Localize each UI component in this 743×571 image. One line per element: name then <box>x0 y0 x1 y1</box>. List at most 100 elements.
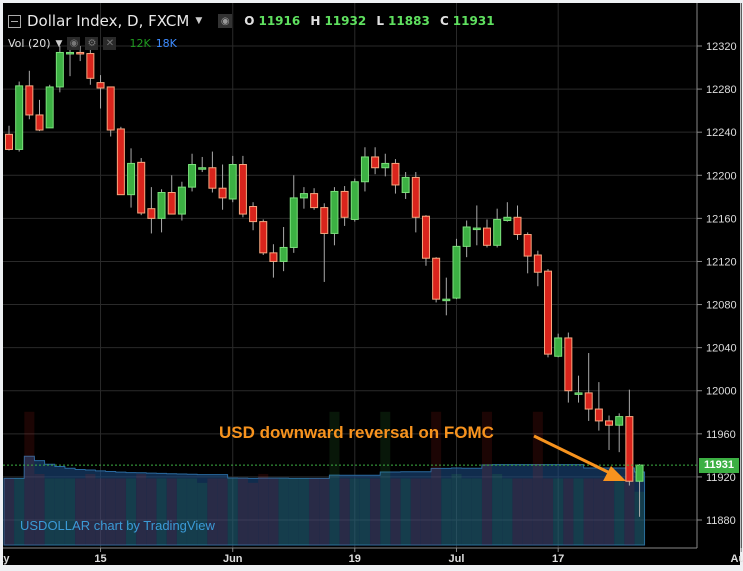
candle <box>360 147 369 192</box>
volume-bar <box>593 478 604 545</box>
candle-body <box>259 221 268 254</box>
collapse-icon[interactable] <box>8 14 21 28</box>
candle <box>421 215 430 266</box>
candle <box>594 382 603 431</box>
volume-bar <box>146 478 157 545</box>
legend-title-row: Dollar Index, D, FXCM ▼ ◉ O 11916 H 11932 … <box>8 12 501 30</box>
y-tick-label: 12000 <box>706 386 737 398</box>
volume-bar <box>187 478 198 545</box>
volume-bar <box>136 473 147 545</box>
symbol-title[interactable]: Dollar Index, D, FXCM <box>27 12 190 30</box>
candle <box>25 70 34 120</box>
high-label: H <box>310 14 321 28</box>
y-tick-label: 12080 <box>706 300 737 312</box>
candle <box>391 159 400 194</box>
candle-body <box>615 416 624 426</box>
candle-body <box>472 227 481 231</box>
volume-bar <box>288 478 299 545</box>
candle <box>299 187 308 209</box>
candle-body <box>452 245 461 299</box>
chevron-down-icon[interactable]: ▼ <box>195 16 203 26</box>
candle-body <box>350 181 359 220</box>
candle-body <box>421 215 430 259</box>
volume-bar <box>115 478 126 545</box>
candle-body <box>76 51 85 55</box>
candle <box>462 220 471 258</box>
candle-body <box>493 218 502 246</box>
candle-body <box>554 337 563 357</box>
candle <box>208 151 217 193</box>
annotation-text: USD downward reversal on FOMC <box>219 423 494 442</box>
x-tick-label: 19 <box>349 553 361 565</box>
candle-body <box>391 162 400 186</box>
volume-bar <box>573 478 584 545</box>
open-value: 11916 <box>258 14 301 28</box>
candle <box>340 186 349 226</box>
x-tick-label: 15 <box>94 553 106 565</box>
left-edge <box>0 0 3 571</box>
volume-bar <box>278 478 289 545</box>
candle-body <box>310 193 319 209</box>
candle <box>96 75 105 109</box>
volume-bar <box>95 478 106 545</box>
candle-body <box>188 164 197 188</box>
volume-bar <box>614 478 625 545</box>
candle <box>157 189 166 233</box>
volume-bar <box>624 478 635 545</box>
candle <box>533 250 542 287</box>
y-tick-label: 11880 <box>706 515 736 527</box>
volume-bar <box>309 478 320 545</box>
candle-body <box>564 337 573 392</box>
eye-icon[interactable]: ◉ <box>67 37 81 50</box>
candle <box>574 375 583 403</box>
volume-bar <box>329 411 340 545</box>
open-label: O <box>244 14 255 28</box>
candle <box>482 219 491 248</box>
volume-bar <box>298 478 309 545</box>
candle <box>320 203 329 282</box>
volume-bar <box>339 478 350 545</box>
eye-icon[interactable]: ◉ <box>218 14 233 28</box>
volume-legend-row: Vol (20) ▼ ◉ ⚙ ✕ 12K 18K <box>8 37 177 50</box>
candle-body <box>45 86 54 129</box>
candle-body <box>442 298 451 302</box>
close-icon[interactable]: ✕ <box>103 37 117 50</box>
candle-body <box>625 416 634 482</box>
volume-label[interactable]: Vol (20) <box>8 37 51 50</box>
volume-bar <box>126 478 137 545</box>
volume-bar <box>248 482 259 545</box>
candle-body <box>299 193 308 199</box>
candle <box>188 153 197 192</box>
candle-body <box>584 392 593 410</box>
y-tick-label: 12280 <box>706 84 737 96</box>
close-value: 11931 <box>452 14 495 28</box>
chevron-down-icon[interactable]: ▼ <box>55 38 63 49</box>
volume-bar <box>431 411 442 545</box>
volume-bar <box>14 478 25 545</box>
candle <box>452 238 461 300</box>
volume-bar <box>380 411 391 545</box>
volume-bar <box>54 478 65 545</box>
volume-bar <box>85 473 96 545</box>
volume-bar <box>370 478 381 545</box>
candle <box>544 269 553 358</box>
x-tick-label: Aug <box>731 553 743 565</box>
candle <box>137 158 146 216</box>
volume-bar <box>75 478 86 545</box>
y-tick-label: 12200 <box>706 170 737 182</box>
candle-body <box>86 53 95 79</box>
candle-body <box>5 133 13 150</box>
candle <box>310 188 319 210</box>
gear-icon[interactable]: ⚙ <box>85 37 99 50</box>
candle-body <box>208 167 217 189</box>
volume-bar <box>410 478 421 545</box>
volume-bar <box>65 478 76 545</box>
low-value: 11883 <box>388 14 430 28</box>
candle <box>279 226 288 272</box>
candle-body <box>15 85 24 150</box>
candle <box>432 257 441 303</box>
volume-bar <box>543 478 554 545</box>
x-tick-label: Jul <box>449 553 465 565</box>
volume-ma-value: 18K <box>155 37 177 50</box>
